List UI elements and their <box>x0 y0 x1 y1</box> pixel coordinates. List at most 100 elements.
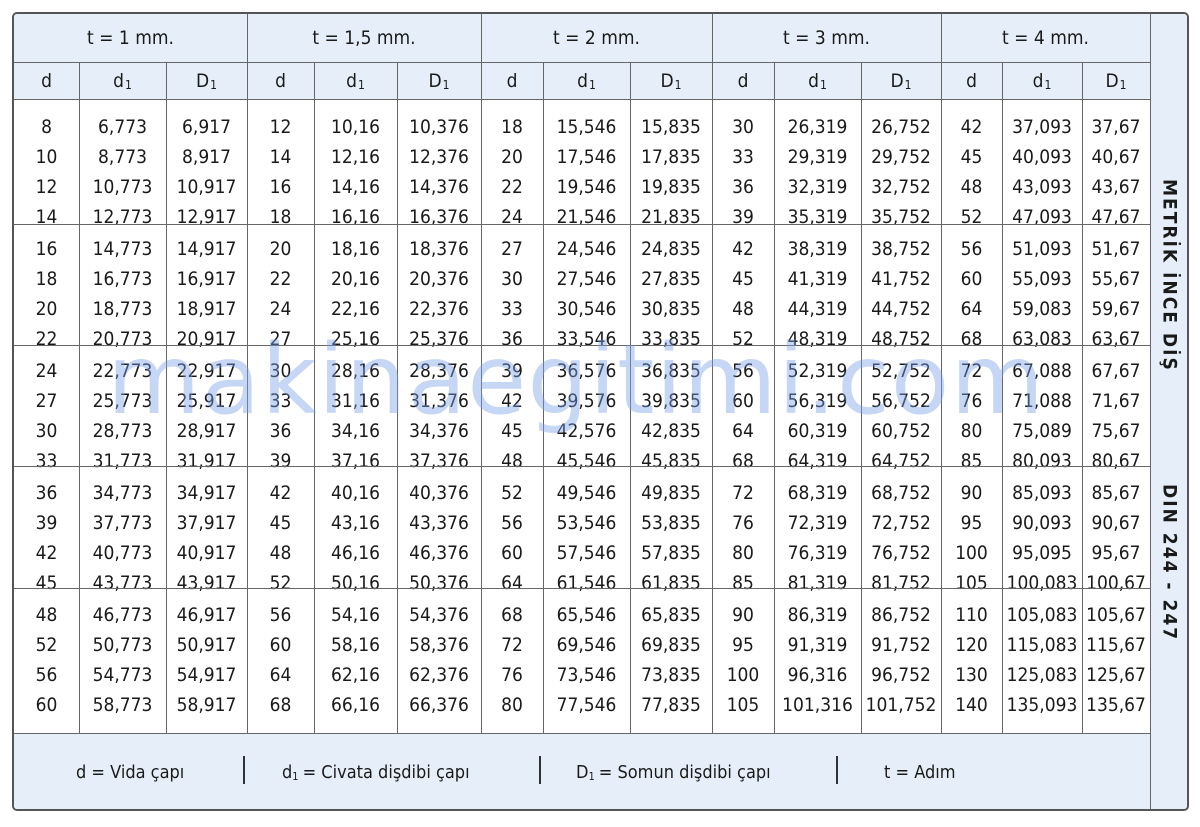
table-cell: 25,773 <box>92 389 153 412</box>
table-cell: 64 <box>732 420 754 442</box>
table-cell: 33 <box>501 298 523 321</box>
table-cell: 27 <box>501 237 523 260</box>
table-cell: 12,376 <box>409 146 469 169</box>
grid-line <box>1002 62 1003 733</box>
pitch-header: t = 4 mm. <box>941 14 1150 62</box>
table-cell: 20,16 <box>331 268 380 290</box>
table-cell: 18 <box>501 116 523 138</box>
table-cell: 10,773 <box>92 176 153 199</box>
table-cell: 77,835 <box>641 693 701 716</box>
grid-line <box>14 224 1150 225</box>
table-cell: 59,083 <box>1012 298 1072 321</box>
table-cell: 68 <box>732 450 754 473</box>
table-cell: 33 <box>35 450 58 473</box>
table-cell: 33,835 <box>641 328 701 351</box>
table-cell: 24,835 <box>641 237 701 260</box>
pitch-header: t = 2 mm. <box>481 14 712 62</box>
table-cell: 76,319 <box>787 541 848 564</box>
table-cell: 68 <box>269 693 292 716</box>
table-cell: 68 <box>501 603 523 626</box>
table-cell: 53,546 <box>556 511 617 534</box>
table-cell: 135,67 <box>1086 693 1146 716</box>
table-cell: 22 <box>35 328 58 351</box>
table-cell: 41,752 <box>871 268 931 290</box>
table-cell: 29,319 <box>787 146 848 169</box>
table-cell: 42 <box>732 237 754 260</box>
table-cell: 56 <box>35 663 58 686</box>
table-cell: 18,16 <box>331 237 380 260</box>
table-cell: 28,773 <box>92 420 153 442</box>
table-cell: 29,752 <box>871 146 931 169</box>
table-cell: 52 <box>732 328 754 351</box>
table-cell: 47,093 <box>1012 206 1072 229</box>
table-cell: 58,376 <box>409 633 469 656</box>
table-frame: t = 1 mm. d d 1 D 1 8 6,773 6,917 10 8,773 8,917 12 1… <box>12 12 1189 811</box>
table-cell: 39 <box>269 450 292 473</box>
col-header-text: d <box>1032 69 1044 92</box>
table-cell: 43,16 <box>331 511 380 534</box>
table-cell: 76 <box>732 511 754 534</box>
grid-line <box>14 588 1150 589</box>
table-cell: 36 <box>732 176 754 199</box>
table-cell: 80 <box>732 541 754 564</box>
table-cell: 72 <box>732 481 754 504</box>
table-cell: 24 <box>501 206 523 229</box>
pitch-header: t = 1,5 mm. <box>247 14 481 62</box>
table-cell: 67,67 <box>1091 359 1141 382</box>
table-cell: 34,376 <box>409 420 469 442</box>
table-cell: 22,376 <box>409 298 469 321</box>
table-cell: 60,319 <box>787 420 848 442</box>
table-cell: 52 <box>960 206 983 229</box>
table-cell: 68,752 <box>871 481 931 504</box>
table-cell: 61,546 <box>556 572 617 594</box>
table-cell: 22 <box>269 268 292 290</box>
table-cell: 72 <box>501 633 523 656</box>
table-cell: 34,773 <box>92 481 153 504</box>
table-cell: 56,319 <box>787 389 848 412</box>
legend-d1: d 1 = Civata dişdibi çapı <box>282 761 470 783</box>
table-cell: 52 <box>35 633 58 656</box>
table-cell: 54,16 <box>331 603 380 626</box>
table-cell: 37,917 <box>176 511 237 534</box>
table-cell: 30 <box>269 359 292 382</box>
table-cell: 20,376 <box>409 268 469 290</box>
table-cell: 91,319 <box>787 633 848 656</box>
table-cell: 105 <box>955 572 988 594</box>
table-cell: 100 <box>955 541 988 564</box>
table-cell: 20,917 <box>176 328 237 351</box>
col-header-d: d <box>14 62 79 99</box>
table-cell: 67,088 <box>1012 359 1072 382</box>
table-cell: 44,319 <box>787 298 848 321</box>
table-cell: 20 <box>35 298 58 321</box>
table-cell: 26,319 <box>787 116 848 138</box>
table-cell: 42 <box>35 541 58 564</box>
table-cell: 36,835 <box>641 359 701 382</box>
table-cell: 115,67 <box>1086 633 1146 656</box>
table-cell: 66,376 <box>409 693 469 716</box>
table-cell: 63,67 <box>1091 328 1141 351</box>
grid-line <box>314 62 315 733</box>
table-cell: 24 <box>269 298 292 321</box>
table-cell: 48 <box>732 298 754 321</box>
table-cell: 58,917 <box>176 693 237 716</box>
table-cell: 53,835 <box>641 511 701 534</box>
table-cell: 27 <box>35 389 58 412</box>
table-cell: 43,773 <box>92 572 153 594</box>
table-cell: 28,917 <box>176 420 237 442</box>
table-cell: 49,835 <box>641 481 701 504</box>
table-cell: 100 <box>726 663 760 686</box>
table-cell: 51,093 <box>1012 237 1072 260</box>
table-cell: 18,917 <box>176 298 237 321</box>
table-cell: 66,16 <box>331 693 380 716</box>
col-header-text: d <box>113 69 124 92</box>
table-cell: 14,376 <box>409 176 469 199</box>
table-cell: 64 <box>501 572 523 594</box>
table-cell: 48,319 <box>787 328 848 351</box>
table-cell: 80,093 <box>1012 450 1072 473</box>
grid-line <box>861 62 862 733</box>
table-cell: 24,546 <box>556 237 617 260</box>
table-cell: 105,67 <box>1086 603 1146 626</box>
table-cell: 58,773 <box>92 693 153 716</box>
